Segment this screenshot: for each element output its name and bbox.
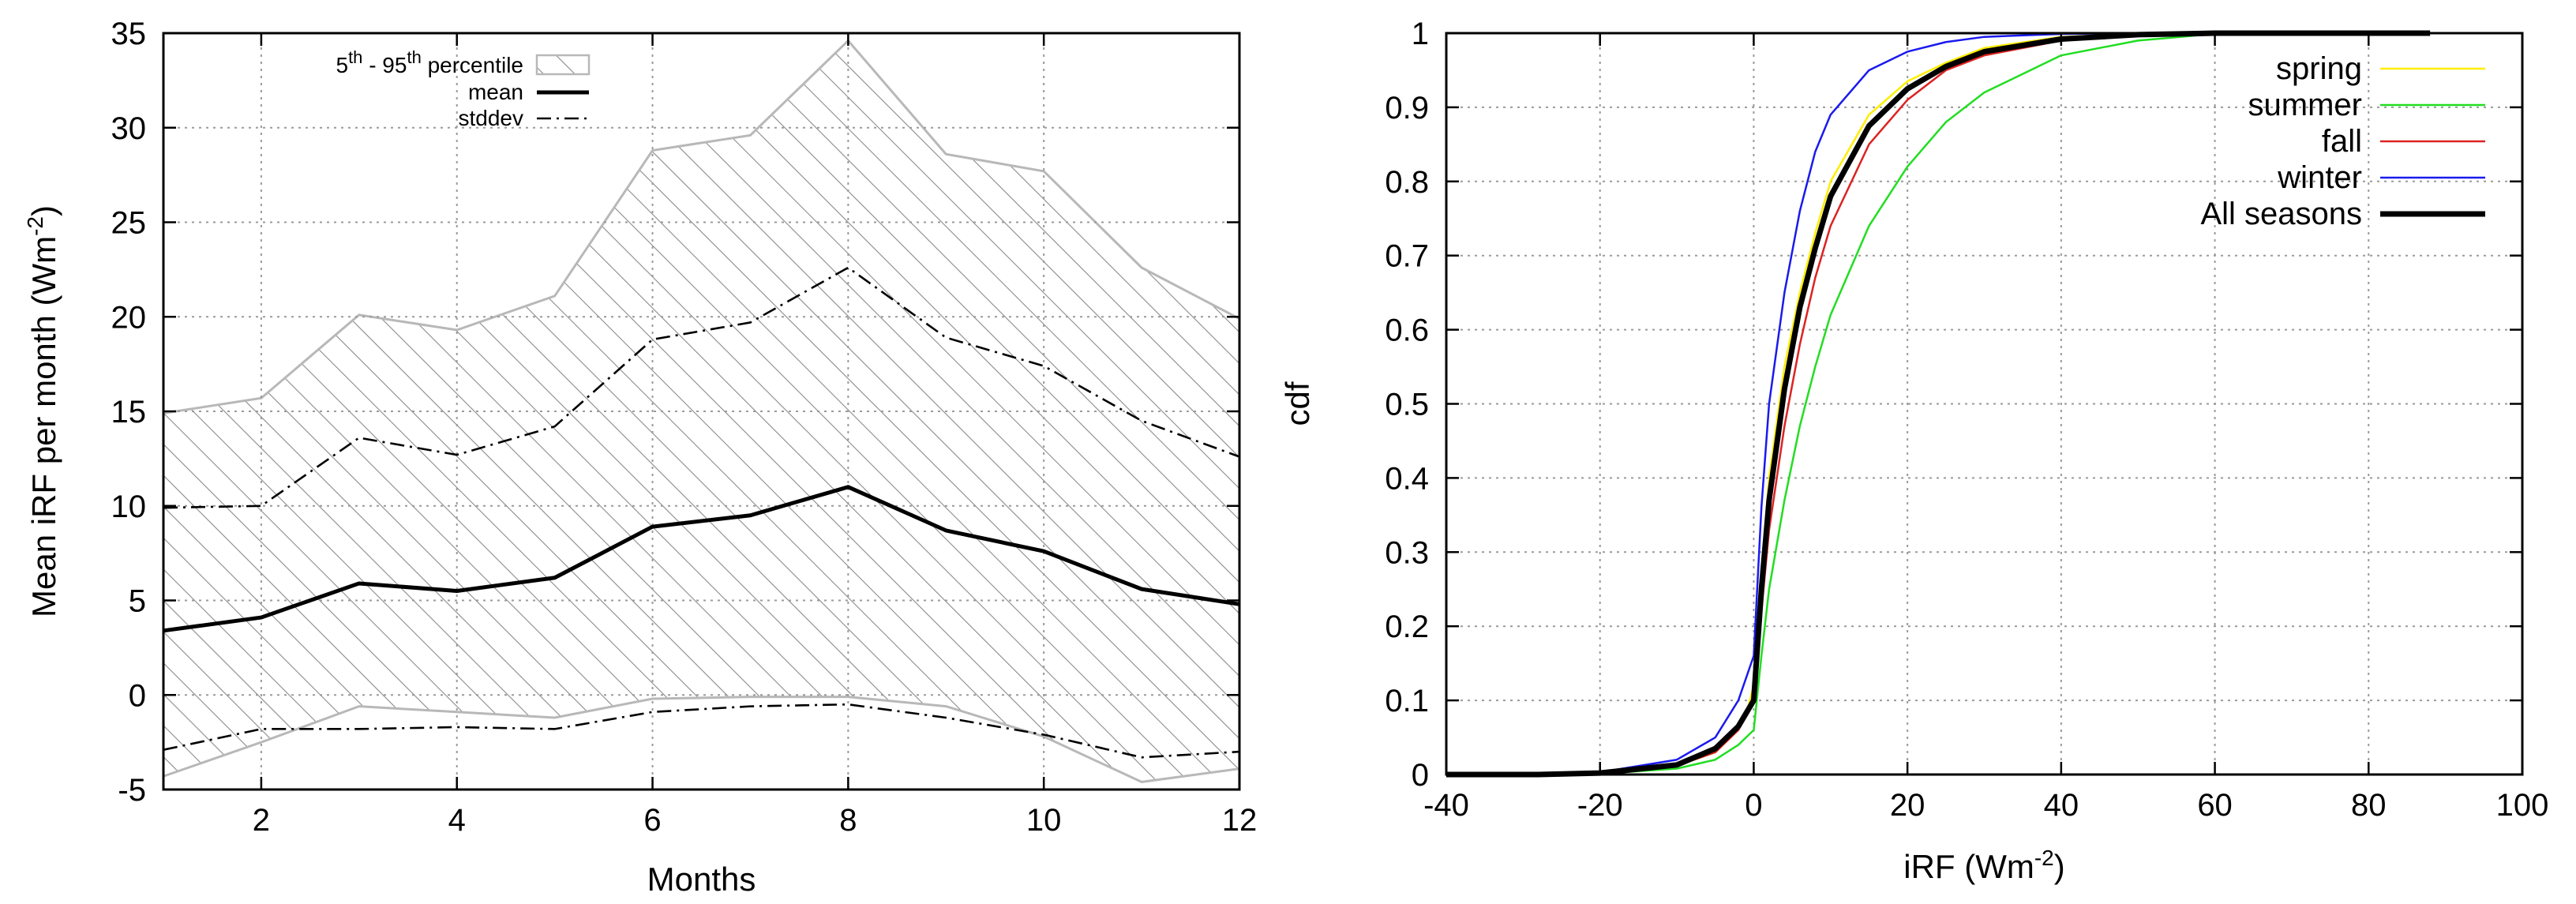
y-tick-label: 0.4 <box>1385 461 1429 496</box>
y-tick-label: 5 <box>129 584 146 619</box>
percentile-5-line <box>163 696 1240 783</box>
y-axis-label-close: ) <box>25 205 62 216</box>
x-tick-label: 60 <box>2197 788 2233 823</box>
x-tick-label: 20 <box>1890 788 1925 823</box>
legend-mean-label: mean <box>468 80 523 104</box>
x-axis-label-sup: -2 <box>2034 846 2054 870</box>
y-tick-label: 20 <box>111 300 147 335</box>
y-tick-label: 0.3 <box>1385 535 1429 570</box>
y-tick-label: 0.8 <box>1385 165 1429 200</box>
x-tick-label: 8 <box>839 803 857 838</box>
y-tick-label: 0 <box>1412 758 1429 793</box>
x-tick-label: 12 <box>1222 803 1258 838</box>
legend-band-sup: th <box>348 47 362 67</box>
y-tick-label: 1 <box>1412 17 1429 51</box>
y-tick-label: -5 <box>118 773 146 808</box>
legend-band-sup: th <box>407 47 421 67</box>
x-tick-label: 4 <box>448 803 466 838</box>
legend-label-winter: winter <box>2277 160 2362 195</box>
x-tick-label: -20 <box>1577 788 1623 823</box>
y-axis-label-sup: -2 <box>23 216 47 236</box>
cdf-chart: -40 -20 0 20 40 60 80 100 0 0.1 0.2 0.3 0.4 0.5 0.6 0.7… <box>1279 17 2548 885</box>
y-tick-label: 0.2 <box>1385 610 1429 644</box>
stddev-line <box>163 266 1240 509</box>
x-axis-label: iRF (Wm-2) <box>1903 846 2065 885</box>
y-axis-label: cdf <box>1279 381 1316 426</box>
x-tick-label: -40 <box>1423 788 1469 823</box>
x-tick-label: 10 <box>1026 803 1062 838</box>
y-tick-label: 25 <box>111 206 147 241</box>
x-tick-label: 2 <box>253 803 270 838</box>
x-tick-label: 80 <box>2351 788 2387 823</box>
legend-band-label: 5th - 95th percentile <box>336 47 523 77</box>
legend-band-part: 5 <box>336 53 348 77</box>
legend-label-summer: summer <box>2248 88 2362 122</box>
x-tick-label: 6 <box>643 803 661 838</box>
y-tick-label: 0.9 <box>1385 91 1429 126</box>
y-tick-label: 0.1 <box>1385 684 1429 718</box>
legend-band-part: percentile <box>422 53 523 77</box>
x-axis-label-main: iRF (Wm <box>1903 848 2034 885</box>
cdf-line-all-seasons <box>1446 30 2431 778</box>
y-tick-label: 10 <box>111 490 147 524</box>
x-tick-label: 0 <box>1745 788 1762 823</box>
legend-label-fall: fall <box>2322 124 2362 159</box>
legend-band-part: - 95 <box>362 53 407 77</box>
x-axis-label: Months <box>647 861 756 898</box>
y-axis-label: Mean iRF per month (Wm-2) <box>23 205 62 617</box>
legend-band-swatch <box>535 54 591 76</box>
y-tick-label: 0.7 <box>1385 239 1429 274</box>
legend-label-all-seasons: All seasons <box>2200 197 2362 231</box>
percentile-95-line <box>163 39 1240 414</box>
mean-line <box>163 485 1240 633</box>
y-axis-label-main: Mean iRF per month (Wm <box>25 236 62 617</box>
cdf-line-summer <box>1446 32 2431 776</box>
y-tick-label: 30 <box>111 111 147 146</box>
legend-stddev-label: stddev <box>459 106 524 130</box>
x-tick-label: 40 <box>2044 788 2079 823</box>
percentile-band <box>163 40 1239 782</box>
y-tick-label: 15 <box>111 395 147 429</box>
x-axis-label-close: ) <box>2054 848 2065 885</box>
y-tick-label: 0 <box>129 678 146 713</box>
y-tick-label: 0.5 <box>1385 388 1429 422</box>
x-tick-label: 100 <box>2496 788 2549 823</box>
legend-label-spring: spring <box>2276 51 2362 86</box>
y-tick-label: 0.6 <box>1385 313 1429 348</box>
monthly-mean-chart: 2 4 6 8 10 12 -5 0 5 10 15 20 25 30 35 Months Mean iRF p… <box>23 17 1257 898</box>
y-tick-label: 35 <box>111 17 147 51</box>
cdf-line-winter <box>1446 32 2431 776</box>
